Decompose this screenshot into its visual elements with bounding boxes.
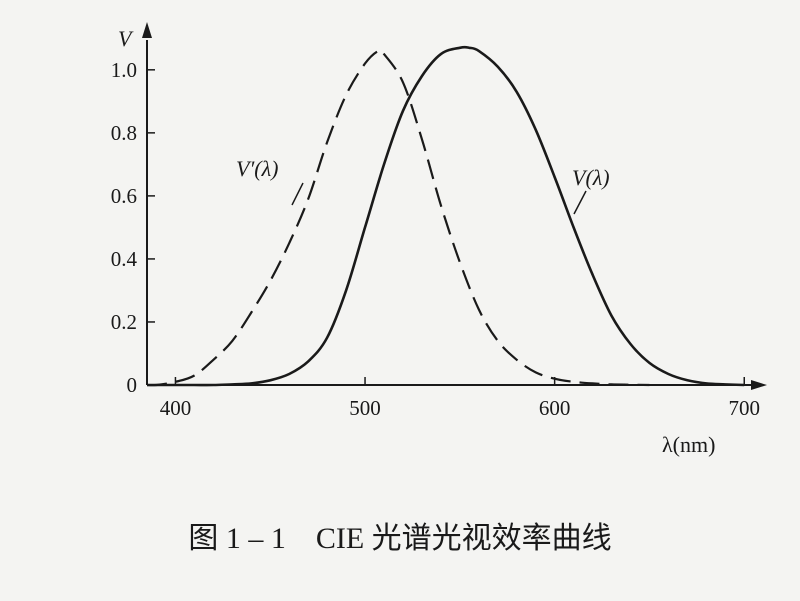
x-axis-arrow bbox=[751, 380, 767, 390]
series-curve-v bbox=[147, 45, 745, 387]
series-label-v: V(λ) bbox=[572, 165, 610, 190]
y-axis-arrow bbox=[142, 22, 152, 38]
y-tick-label: 0.6 bbox=[111, 184, 137, 208]
x-tick-label: 600 bbox=[539, 396, 571, 420]
curves bbox=[146, 45, 745, 387]
label-leader-v-prime bbox=[291, 182, 304, 206]
y-tick-label: 0.4 bbox=[111, 247, 138, 271]
y-axis-title: V bbox=[118, 26, 134, 51]
x-tick-label: 500 bbox=[349, 396, 381, 420]
x-tick-label: 700 bbox=[728, 396, 760, 420]
x-tick-label: 400 bbox=[160, 396, 192, 420]
axis-ticks: 400 500 600 700 0 0.2 0.4 0.6 0.8 1.0 bbox=[111, 58, 760, 420]
y-tick-label: 1.0 bbox=[111, 58, 137, 82]
axes bbox=[142, 22, 767, 390]
y-tick-label: 0.2 bbox=[111, 310, 137, 334]
y-tick-label: 0 bbox=[127, 373, 138, 397]
series-label-v-prime: V′(λ) bbox=[236, 156, 278, 181]
y-tick-label: 0.8 bbox=[111, 121, 137, 145]
x-axis-title: λ(nm) bbox=[662, 432, 715, 457]
figure-caption: 图 1 – 1 CIE 光谱光视效率曲线 bbox=[188, 522, 611, 555]
label-leader-v bbox=[573, 190, 587, 215]
series-curve-v-prime bbox=[146, 48, 650, 387]
